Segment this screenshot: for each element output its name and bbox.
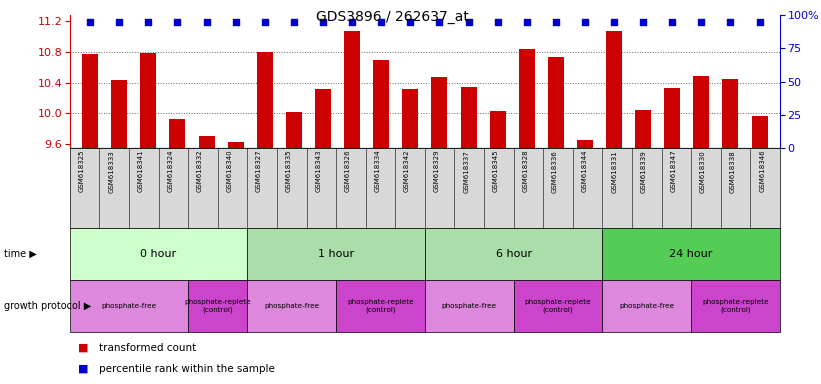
Text: ■: ■	[78, 343, 89, 353]
Text: GSM618338: GSM618338	[730, 150, 736, 192]
Point	[287, 19, 300, 25]
Text: GSM618336: GSM618336	[552, 150, 558, 192]
Bar	[489, 111, 506, 384]
Point	[608, 19, 621, 25]
Text: GSM618339: GSM618339	[641, 150, 647, 192]
Text: GSM618324: GSM618324	[167, 150, 173, 192]
Point	[578, 19, 591, 25]
Point	[404, 19, 417, 25]
Point	[549, 19, 562, 25]
Point	[84, 19, 97, 25]
Point	[200, 19, 213, 25]
Text: GSM618325: GSM618325	[79, 150, 85, 192]
Bar	[431, 78, 447, 384]
Text: transformed count: transformed count	[99, 343, 195, 353]
Point	[171, 19, 184, 25]
Text: GSM618333: GSM618333	[108, 150, 114, 192]
Bar	[461, 86, 476, 384]
Bar	[286, 112, 302, 384]
Text: 1 hour: 1 hour	[318, 249, 354, 259]
Text: GSM618334: GSM618334	[374, 150, 380, 192]
Text: GDS3896 / 262637_at: GDS3896 / 262637_at	[315, 10, 469, 23]
Text: GSM618328: GSM618328	[522, 150, 529, 192]
Text: phosphate-free: phosphate-free	[619, 303, 674, 309]
Bar	[169, 119, 186, 384]
Point	[636, 19, 649, 25]
Bar	[519, 49, 534, 384]
Bar	[315, 89, 331, 384]
Point	[753, 19, 766, 25]
Text: 24 hour: 24 hour	[669, 249, 713, 259]
Text: phosphate-free: phosphate-free	[102, 303, 157, 309]
Bar	[635, 110, 651, 384]
Bar	[82, 54, 99, 384]
Point	[491, 19, 504, 25]
Text: GSM618345: GSM618345	[493, 150, 499, 192]
Text: GSM618327: GSM618327	[256, 150, 262, 192]
Bar	[140, 53, 156, 384]
Text: phosphate-replete
(control): phosphate-replete (control)	[702, 299, 769, 313]
Text: GSM618340: GSM618340	[227, 150, 232, 192]
Point	[724, 19, 737, 25]
Text: GSM618337: GSM618337	[463, 150, 470, 192]
Text: GSM618330: GSM618330	[700, 150, 706, 192]
Bar	[344, 31, 360, 384]
Point	[462, 19, 475, 25]
Bar	[751, 116, 768, 384]
Text: phosphate-free: phosphate-free	[264, 303, 319, 309]
Text: GSM618344: GSM618344	[581, 150, 588, 192]
Text: phosphate-replete
(control): phosphate-replete (control)	[347, 299, 414, 313]
Bar	[694, 76, 709, 384]
Text: phosphate-replete
(control): phosphate-replete (control)	[525, 299, 591, 313]
Bar	[112, 81, 127, 384]
Point	[695, 19, 708, 25]
Text: GSM618335: GSM618335	[286, 150, 291, 192]
Bar	[577, 140, 593, 384]
Bar	[722, 79, 738, 384]
Text: GSM618347: GSM618347	[671, 150, 677, 192]
Text: GSM618342: GSM618342	[404, 150, 410, 192]
Point	[259, 19, 272, 25]
Bar	[606, 31, 622, 384]
Text: GSM618332: GSM618332	[197, 150, 203, 192]
Bar	[664, 88, 681, 384]
Point	[316, 19, 329, 25]
Point	[521, 19, 534, 25]
Text: GSM618346: GSM618346	[759, 150, 765, 192]
Text: phosphate-replete
(control): phosphate-replete (control)	[185, 299, 251, 313]
Text: time ▶: time ▶	[4, 249, 37, 259]
Bar	[199, 136, 214, 384]
Point	[229, 19, 242, 25]
Text: GSM618326: GSM618326	[345, 150, 351, 192]
Point	[112, 19, 126, 25]
Text: GSM618341: GSM618341	[138, 150, 144, 192]
Text: GSM618329: GSM618329	[433, 150, 440, 192]
Text: phosphate-free: phosphate-free	[442, 303, 497, 309]
Text: growth protocol ▶: growth protocol ▶	[4, 301, 91, 311]
Point	[374, 19, 388, 25]
Bar	[402, 89, 419, 384]
Text: 6 hour: 6 hour	[496, 249, 532, 259]
Text: 0 hour: 0 hour	[140, 249, 177, 259]
Point	[142, 19, 155, 25]
Point	[666, 19, 679, 25]
Bar	[374, 60, 389, 384]
Text: ■: ■	[78, 364, 89, 374]
Text: GSM618331: GSM618331	[611, 150, 617, 192]
Text: percentile rank within the sample: percentile rank within the sample	[99, 364, 274, 374]
Point	[346, 19, 359, 25]
Point	[433, 19, 446, 25]
Bar	[257, 52, 273, 384]
Bar	[227, 142, 244, 384]
Text: GSM618343: GSM618343	[315, 150, 321, 192]
Bar	[548, 58, 564, 384]
